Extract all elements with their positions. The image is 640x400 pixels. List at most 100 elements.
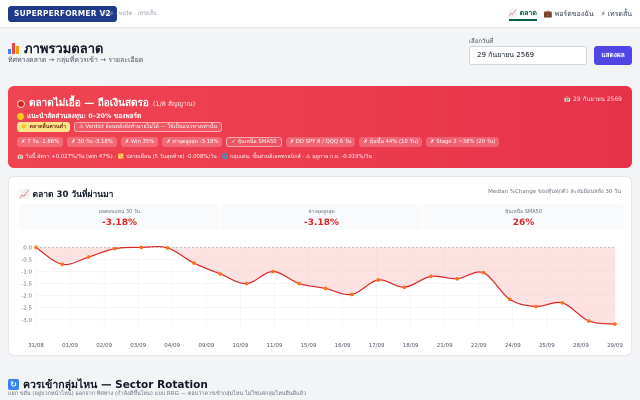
x-tick-label: 03/09 [130, 343, 146, 349]
show-button[interactable]: แสดงผล [594, 46, 632, 65]
stat-value: -3.18% [304, 218, 339, 228]
verdict-signal-count: (1/8 สัญญาณ) [152, 99, 196, 108]
data-point [350, 292, 354, 297]
y-tick-label: -3.0 [21, 318, 32, 324]
data-point [218, 272, 223, 276]
chart-icon: 📈 [508, 8, 518, 17]
section-subtitle: แยก ขยัน (อยู่บวกหน้าไหน) ออกจาก ทิศทาง … [8, 391, 307, 397]
data-point [297, 281, 301, 286]
rotation-icon: ↻ [8, 379, 19, 390]
data-point [113, 246, 117, 251]
allocation-text: แนะนำสัดส่วนลงทุน: 0–20% ของพอร์ต [27, 112, 142, 120]
data-point [534, 304, 538, 309]
section-title-text: ควรเข้ากลุ่มไหน — Sector Rotation [23, 379, 208, 391]
signal-chip: ✗ 30 วัน -3.18% [67, 137, 117, 147]
section-title: ↻ ควรเข้ากลุ่มไหน — Sector Rotation [8, 376, 208, 393]
nav-subtitle: ตลาด · พอร์ต · เทรดสั้น [100, 11, 157, 17]
signal-chip: ✗ 7 วัน -1.86% [17, 137, 64, 147]
red-circle-icon [17, 99, 25, 108]
signal-chip: ✓ หุ้นเหนือ SMA50 [226, 137, 282, 147]
seasonality-footer: 📅 วันนี้ อัตรา +0.027%/วัน (win 47%) · 🔁… [17, 154, 372, 160]
data-point [86, 255, 91, 259]
x-tick-label: 01/09 [62, 343, 78, 349]
stat-drawdown: ห่างจุดสูงสุด -3.18% [221, 204, 422, 230]
nav-link-label: ตลาด [519, 8, 537, 17]
y-tick-label: -0.5 [21, 257, 32, 263]
verdict-date: 📅 29 กันยายน 2569 [563, 96, 622, 103]
coin-icon [17, 112, 24, 120]
x-tick-label: 29/09 [607, 343, 623, 349]
bar-chart-icon [8, 43, 19, 54]
x-tick-label: 17/09 [369, 343, 385, 349]
verdict-title: ตลาดไม่เอื้อ — ถือเงินสดรอ (1/8 สัญญาณ) [17, 96, 195, 111]
data-point [402, 285, 407, 290]
x-tick-label: 11/09 [266, 343, 282, 349]
data-point [192, 261, 196, 265]
date-picker-input[interactable]: 29 กันยายน 2569 [469, 46, 587, 65]
brand-logo[interactable]: SUPERPERFORMER V2 [8, 6, 117, 22]
data-point [244, 281, 249, 286]
card-title: 📈 ตลาด 30 วันที่ผ่านมา [19, 190, 114, 200]
stat-label: ผลตอบแทน 30 วัน [98, 209, 141, 215]
stat-above-sma50: หุ้นเหนือ SMA50 26% [423, 204, 624, 230]
page-title: ภาพรวมตลาด [8, 38, 103, 59]
y-tick-label: -1.0 [21, 270, 32, 276]
nav-link-portfolio[interactable]: 💼 พอร์ตของฉัน [544, 7, 594, 21]
x-tick-label: 21/09 [437, 343, 453, 349]
data-point [613, 322, 617, 326]
x-tick-label: 10/09 [232, 343, 248, 349]
market-verdict-panel: ตลาดไม่เอื้อ — ถือเงินสดรอ (1/8 สัญญาณ) … [8, 86, 632, 168]
data-point [323, 286, 328, 291]
date-label: เลือกวันที่ [469, 38, 494, 45]
page-title-text: ภาพรวมตลาด [24, 42, 104, 57]
x-tick-label: 31/08 [28, 343, 44, 349]
data-point [376, 278, 380, 282]
lightning-icon: ⚡ [600, 9, 606, 18]
nav-link-market[interactable]: 📈 ตลาด [508, 7, 537, 21]
y-tick-label: -2.0 [21, 294, 32, 300]
signal-chips: ✗ 7 วัน -1.86% ✗ 30 วัน -3.18% ✗ Win 35% ✗ … [17, 137, 500, 147]
top-nav: SUPERPERFORMER V2 ตลาด · พอร์ต · เทรดสั้… [0, 0, 640, 28]
x-tick-label: 09/09 [198, 343, 214, 349]
allocation-recommendation: แนะนำสัดส่วนลงทุน: 0–20% ของพอร์ต [17, 111, 141, 121]
x-tick-label: 02/09 [96, 343, 112, 349]
x-tick-label: 25/09 [539, 343, 555, 349]
data-point [455, 276, 459, 281]
nav-link-short-trade[interactable]: ⚡ เทรดสั้น [601, 7, 632, 21]
verdict-title-text: ตลาดไม่เอื้อ — ถือเงินสดรอ [29, 98, 149, 109]
x-tick-label: 04/09 [164, 343, 180, 349]
market-30d-card: 📈 ตลาด 30 วันที่ผ่านมา Median %Change ขอ… [8, 176, 632, 356]
data-point [165, 246, 170, 250]
signal-chip: ✗ ท่าจุดสูงสุด -3.18% [162, 137, 223, 147]
nav-link-label: เทรดสั้น [607, 9, 632, 18]
x-tick-label: 24/09 [505, 343, 521, 349]
card-note: Median %Change ของหุ้นทุกตัว สะสมย้อนหลั… [488, 189, 621, 195]
nav-link-label: พอร์ตของฉัน [554, 9, 594, 18]
stat-label: หุ้นเหนือ SMA50 [505, 209, 542, 215]
data-point [271, 269, 275, 274]
x-tick-label: 15/09 [301, 343, 317, 349]
signal-chip: ✗ Win 35% [120, 137, 159, 147]
data-point [60, 262, 65, 267]
data-point [428, 274, 433, 279]
data-point [139, 245, 144, 250]
stat-value: 26% [512, 218, 535, 228]
market-state-badge: 👉 ตลาดลื่นควนต่ำ [17, 122, 70, 132]
briefcase-icon: 💼 [543, 9, 553, 18]
data-point [481, 270, 486, 275]
data-point [586, 319, 591, 323]
stat-return-30d: ผลตอบแทน 30 วัน -3.18% [19, 204, 220, 230]
page-subtitle: ทิศทางตลาด → กลุ่มที่ควรเข้า → รายละเอีย… [8, 56, 144, 64]
data-point [507, 297, 512, 302]
area-fill [36, 247, 615, 325]
y-tick-label: 0.0 [23, 245, 32, 251]
verdict-disclaimer-badge: ⚠ Verdict ย้อนหลังยังทำนายไม่ได้ — ใช้เป… [73, 122, 223, 132]
x-tick-label: 28/09 [573, 343, 589, 349]
y-tick-label: -2.5 [21, 306, 32, 312]
data-point [560, 301, 565, 305]
data-point [34, 245, 38, 250]
signal-chip: ✗ Stage 2 ~38% (20 วัน) [426, 137, 500, 147]
stat-value: -3.18% [102, 218, 137, 228]
x-tick-label: 18/09 [403, 343, 419, 349]
x-tick-label: 16/09 [335, 343, 351, 349]
